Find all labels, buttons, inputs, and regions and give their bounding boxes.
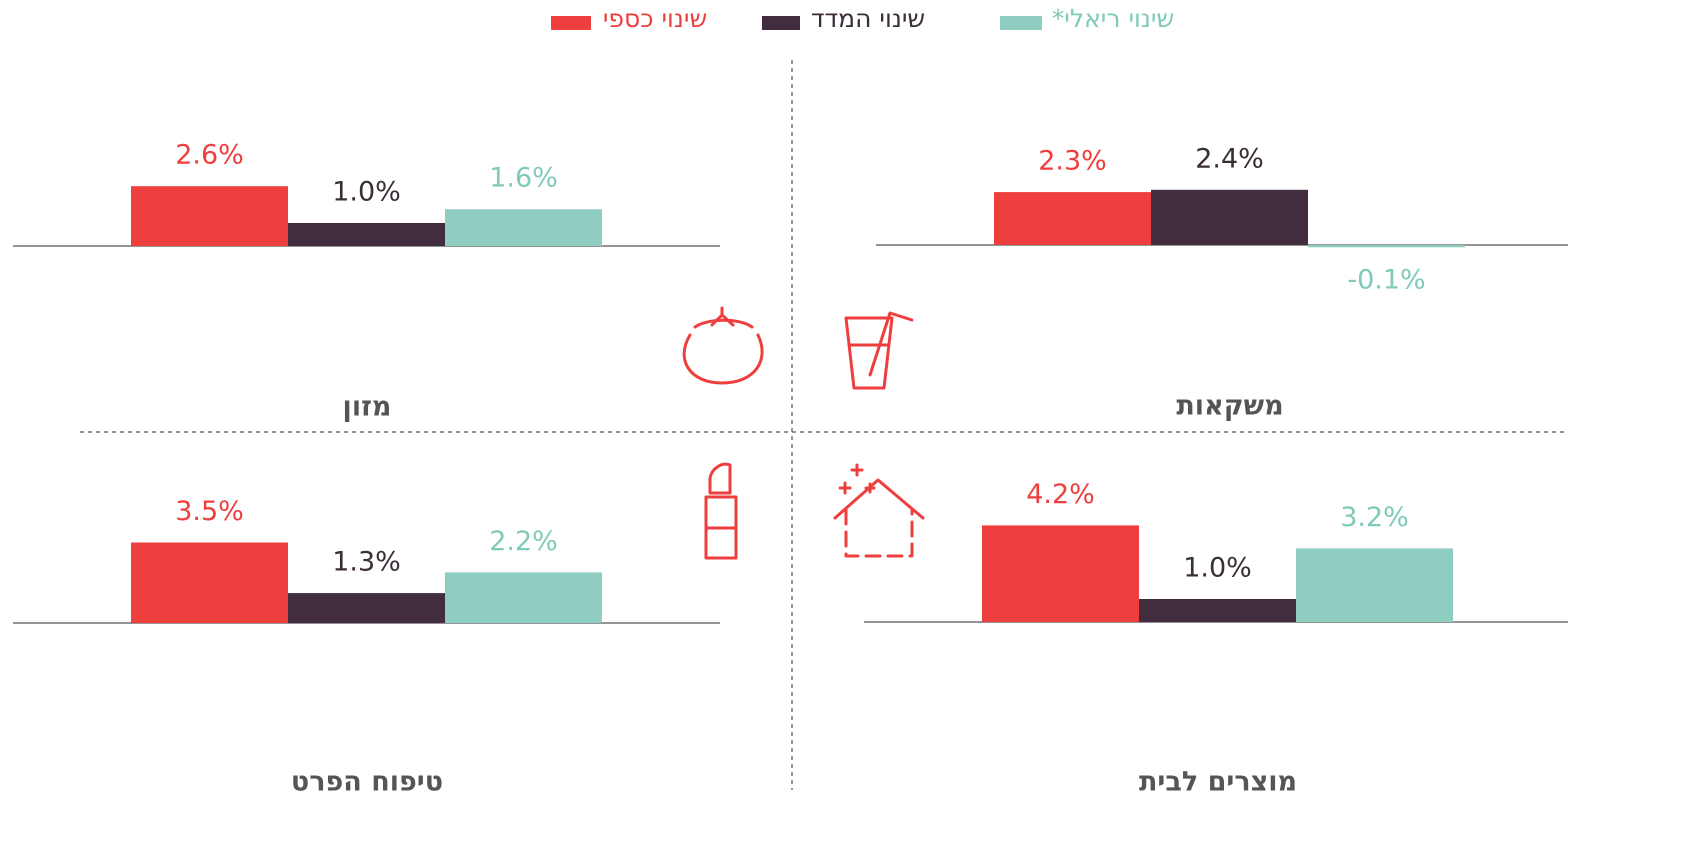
value-label: 2.6% [175, 140, 244, 171]
value-label: 1.0% [1183, 553, 1252, 584]
category-label: מוצרים לבית [1139, 767, 1297, 798]
bar [982, 525, 1139, 622]
value-label: -0.1% [1347, 265, 1425, 296]
legend-label: שינוי כספי [603, 4, 707, 33]
bar [445, 572, 602, 623]
category-label: משקאות [1176, 391, 1283, 422]
bar [1308, 245, 1465, 248]
value-label: 1.0% [332, 177, 401, 208]
value-label: 1.6% [489, 163, 558, 194]
legend-label: שינוי המדד [811, 4, 925, 33]
legend-swatch [551, 16, 591, 30]
house-icon [833, 463, 925, 558]
bar [131, 186, 288, 246]
bar [1139, 599, 1296, 622]
legend-swatch [1000, 16, 1042, 30]
drink-icon [844, 311, 914, 390]
value-label: 2.4% [1195, 143, 1264, 174]
value-label: 2.2% [489, 526, 558, 557]
bar [288, 223, 445, 246]
value-label: 2.3% [1038, 146, 1107, 177]
bar [445, 209, 602, 246]
bar [994, 192, 1151, 245]
bar [1296, 548, 1453, 622]
bar [1151, 189, 1308, 245]
value-label: 1.3% [332, 547, 401, 578]
legend-label: שינוי ריאלי* [1052, 4, 1174, 33]
lipstick-icon [704, 462, 738, 560]
bar [288, 593, 445, 623]
bar [131, 542, 288, 623]
category-label: טיפוח הפרט [291, 767, 443, 798]
legend-swatch [762, 16, 800, 30]
tomato-icon [682, 306, 764, 385]
value-label: 3.5% [175, 496, 244, 527]
value-label: 3.2% [1340, 502, 1409, 533]
category-label: מזון [343, 392, 392, 423]
value-label: 4.2% [1026, 479, 1095, 510]
